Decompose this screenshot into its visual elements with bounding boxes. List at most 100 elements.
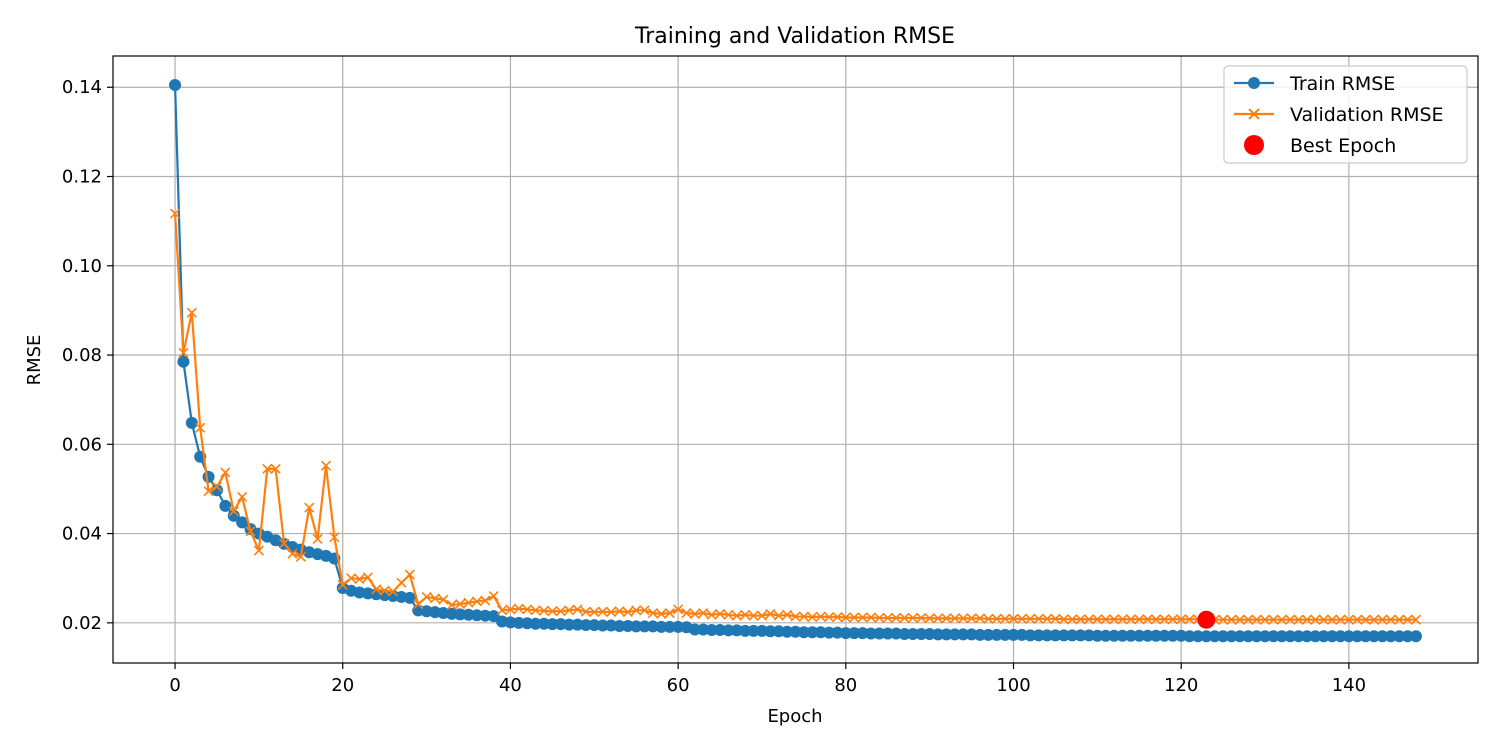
train-rmse-point xyxy=(1359,630,1372,643)
validation-rmse-point xyxy=(1301,614,1313,625)
train-rmse-point xyxy=(219,499,232,512)
train-rmse-point xyxy=(873,627,886,640)
train-rmse-point xyxy=(1242,630,1255,643)
train-rmse-point xyxy=(1032,629,1045,642)
y-tick-label: 0.14 xyxy=(62,77,102,98)
train-rmse-point xyxy=(764,625,777,638)
validation-rmse-point xyxy=(220,467,231,478)
train-rmse-point xyxy=(596,619,609,632)
train-rmse-point xyxy=(1200,630,1213,643)
train-rmse-point xyxy=(1166,629,1179,642)
train-rmse-point xyxy=(848,627,861,640)
validation-rmse-point xyxy=(228,506,239,517)
legend-validation-label: Validation RMSE xyxy=(1290,104,1444,126)
train-rmse-point xyxy=(227,509,240,522)
train-rmse-point xyxy=(781,625,794,638)
validation-rmse-point xyxy=(840,612,851,623)
best-epoch-layer xyxy=(1197,610,1216,629)
x-tick-label: 0 xyxy=(169,675,180,696)
train-rmse-point xyxy=(1284,630,1297,643)
train-rmse-point xyxy=(1309,630,1322,643)
train-rmse-point xyxy=(1225,630,1238,643)
validation-rmse-point xyxy=(706,609,717,620)
validation-rmse-point xyxy=(455,599,466,610)
validation-rmse-point xyxy=(966,613,977,624)
y-tick-label: 0.02 xyxy=(62,613,102,634)
validation-rmse-point xyxy=(496,605,508,616)
validation-rmse-point xyxy=(656,608,667,619)
validation-rmse-point xyxy=(1394,614,1405,625)
validation-rmse-point xyxy=(195,422,206,433)
train-rmse-point xyxy=(1351,630,1364,643)
y-axis-label: RMSE xyxy=(24,335,45,386)
validation-rmse-point xyxy=(807,611,818,623)
validation-rmse-point xyxy=(1025,613,1036,624)
validation-rmse-point xyxy=(815,611,826,622)
validation-rmse-point xyxy=(1159,614,1170,625)
validation-rmse-point xyxy=(1058,614,1069,625)
x-tick-label: 20 xyxy=(331,675,354,696)
validation-rmse-point xyxy=(1134,614,1145,625)
train-rmse-point xyxy=(948,628,961,641)
train-rmse-point xyxy=(1317,630,1330,643)
validation-rmse-point xyxy=(1041,613,1053,624)
train-rmse-point xyxy=(655,620,668,633)
validation-rmse-point xyxy=(1310,614,1321,625)
train-rmse-point xyxy=(932,628,945,641)
validation-rmse-point xyxy=(605,607,617,618)
train-rmse-point xyxy=(1057,629,1070,642)
train-rmse-point xyxy=(663,620,676,633)
y-axis-ticks: 0.02 0.04 0.06 0.08 0.10 0.12 0.14 xyxy=(62,77,113,634)
validation-rmse-point xyxy=(974,613,986,624)
train-rmse-point xyxy=(563,618,576,631)
validation-rmse-point xyxy=(169,208,181,219)
validation-rmse-point xyxy=(1402,614,1413,625)
train-rmse-point xyxy=(898,627,911,640)
train-rmse-point xyxy=(169,79,182,92)
validation-rmse-point xyxy=(932,613,944,624)
train-rmse-point xyxy=(1007,628,1020,641)
validation-rmse-point xyxy=(245,526,256,537)
train-rmse-point xyxy=(973,628,986,641)
validation-rmse-point xyxy=(748,610,759,621)
train-rmse-point xyxy=(1326,630,1339,643)
train-rmse-point xyxy=(915,627,928,640)
validation-rmse-point xyxy=(387,586,399,597)
validation-rmse-point xyxy=(731,610,742,621)
validation-rmse-point xyxy=(673,604,684,615)
validation-rmse-point xyxy=(1033,613,1044,624)
validation-rmse-point xyxy=(1184,614,1195,625)
y-tick-label: 0.06 xyxy=(62,434,102,455)
train-rmse-point xyxy=(1368,630,1381,643)
train-rmse-point xyxy=(739,624,752,637)
train-rmse-series xyxy=(169,79,1422,643)
train-rmse-point xyxy=(579,619,592,632)
validation-rmse-point xyxy=(1142,614,1153,625)
validation-rmse-point xyxy=(1050,613,1061,624)
validation-rmse-point xyxy=(958,613,969,624)
train-rmse-point xyxy=(1342,630,1355,643)
legend-best-label: Best Epoch xyxy=(1290,135,1396,157)
train-rmse-point xyxy=(1066,629,1079,642)
train-rmse-point xyxy=(1108,629,1121,642)
train-rmse-point xyxy=(1183,630,1196,643)
validation-rmse-point xyxy=(798,611,809,622)
train-rmse-point xyxy=(823,626,836,639)
validation-rmse-point xyxy=(1360,614,1371,625)
train-rmse-point xyxy=(839,627,852,640)
validation-rmse-point xyxy=(1083,614,1095,625)
x-axis-ticks: 0 20 40 60 80 100 120 140 xyxy=(169,663,1366,696)
train-rmse-point xyxy=(1300,630,1313,643)
train-rmse-point xyxy=(1393,630,1406,643)
validation-rmse-point xyxy=(580,606,591,617)
validation-rmse-point xyxy=(865,612,877,623)
train-rmse-point xyxy=(1099,629,1112,642)
train-rmse-point xyxy=(722,624,735,637)
validation-rmse-point xyxy=(1335,614,1346,625)
legend: Train RMSE Validation RMSE Best Epoch xyxy=(1223,65,1468,164)
train-rmse-point xyxy=(529,617,542,630)
validation-rmse-point xyxy=(488,590,499,602)
train-rmse-point xyxy=(1259,630,1272,643)
train-rmse-point xyxy=(1124,629,1137,642)
